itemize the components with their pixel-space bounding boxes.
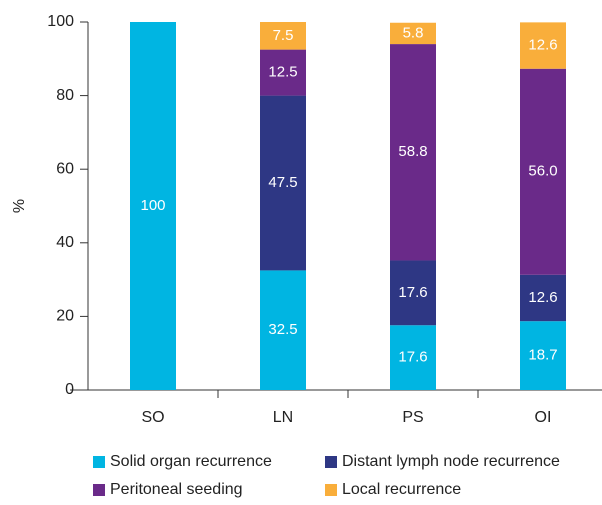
value-label: 12.6 [528, 289, 557, 306]
bar-segment [390, 325, 436, 390]
x-tick-label: LN [273, 409, 293, 426]
x-tick-label: PS [402, 409, 423, 426]
y-axis-label: % [11, 199, 28, 213]
bar-segment [390, 260, 436, 326]
bar-segment [390, 22, 436, 45]
y-tick-label: 40 [56, 234, 74, 251]
bar-segment [520, 274, 566, 322]
bar-segment [260, 270, 306, 390]
value-label: 12.6 [528, 37, 557, 54]
bar-segment [390, 44, 436, 261]
x-tick-label: SO [141, 409, 164, 426]
bar-segment [130, 22, 176, 390]
value-label: 5.8 [403, 24, 424, 41]
legend-label: Local recurrence [342, 481, 461, 498]
y-tick-label: 100 [47, 13, 74, 30]
legend-swatch [325, 484, 337, 496]
y-tick-label: 20 [56, 308, 74, 325]
x-tick-label: OI [535, 409, 552, 426]
value-label: 32.5 [268, 321, 297, 338]
value-label: 56.0 [528, 163, 557, 180]
legend-label: Peritoneal seeding [110, 481, 243, 498]
value-label: 17.6 [398, 284, 427, 301]
value-label: 18.7 [528, 347, 557, 364]
bar-segment [260, 95, 306, 271]
value-label: 100 [140, 197, 165, 214]
bar-segment [260, 49, 306, 96]
value-label: 17.6 [398, 349, 427, 366]
legend-swatch [93, 484, 105, 496]
value-label: 12.5 [268, 64, 297, 81]
y-tick-label: 60 [56, 160, 74, 177]
legend-swatch [325, 456, 337, 468]
bar-segment [520, 321, 566, 390]
value-label: 58.8 [398, 143, 427, 160]
bar-segment [260, 22, 306, 50]
value-label: 47.5 [268, 174, 297, 191]
legend-swatch [93, 456, 105, 468]
legend-label: Distant lymph node recurrence [342, 453, 560, 470]
y-tick-label: 0 [65, 381, 74, 398]
y-tick-label: 80 [56, 87, 74, 104]
legend-label: Solid organ recurrence [110, 453, 272, 470]
bar-segment [520, 68, 566, 275]
value-label: 7.5 [273, 27, 294, 44]
bar-segment [520, 22, 566, 69]
